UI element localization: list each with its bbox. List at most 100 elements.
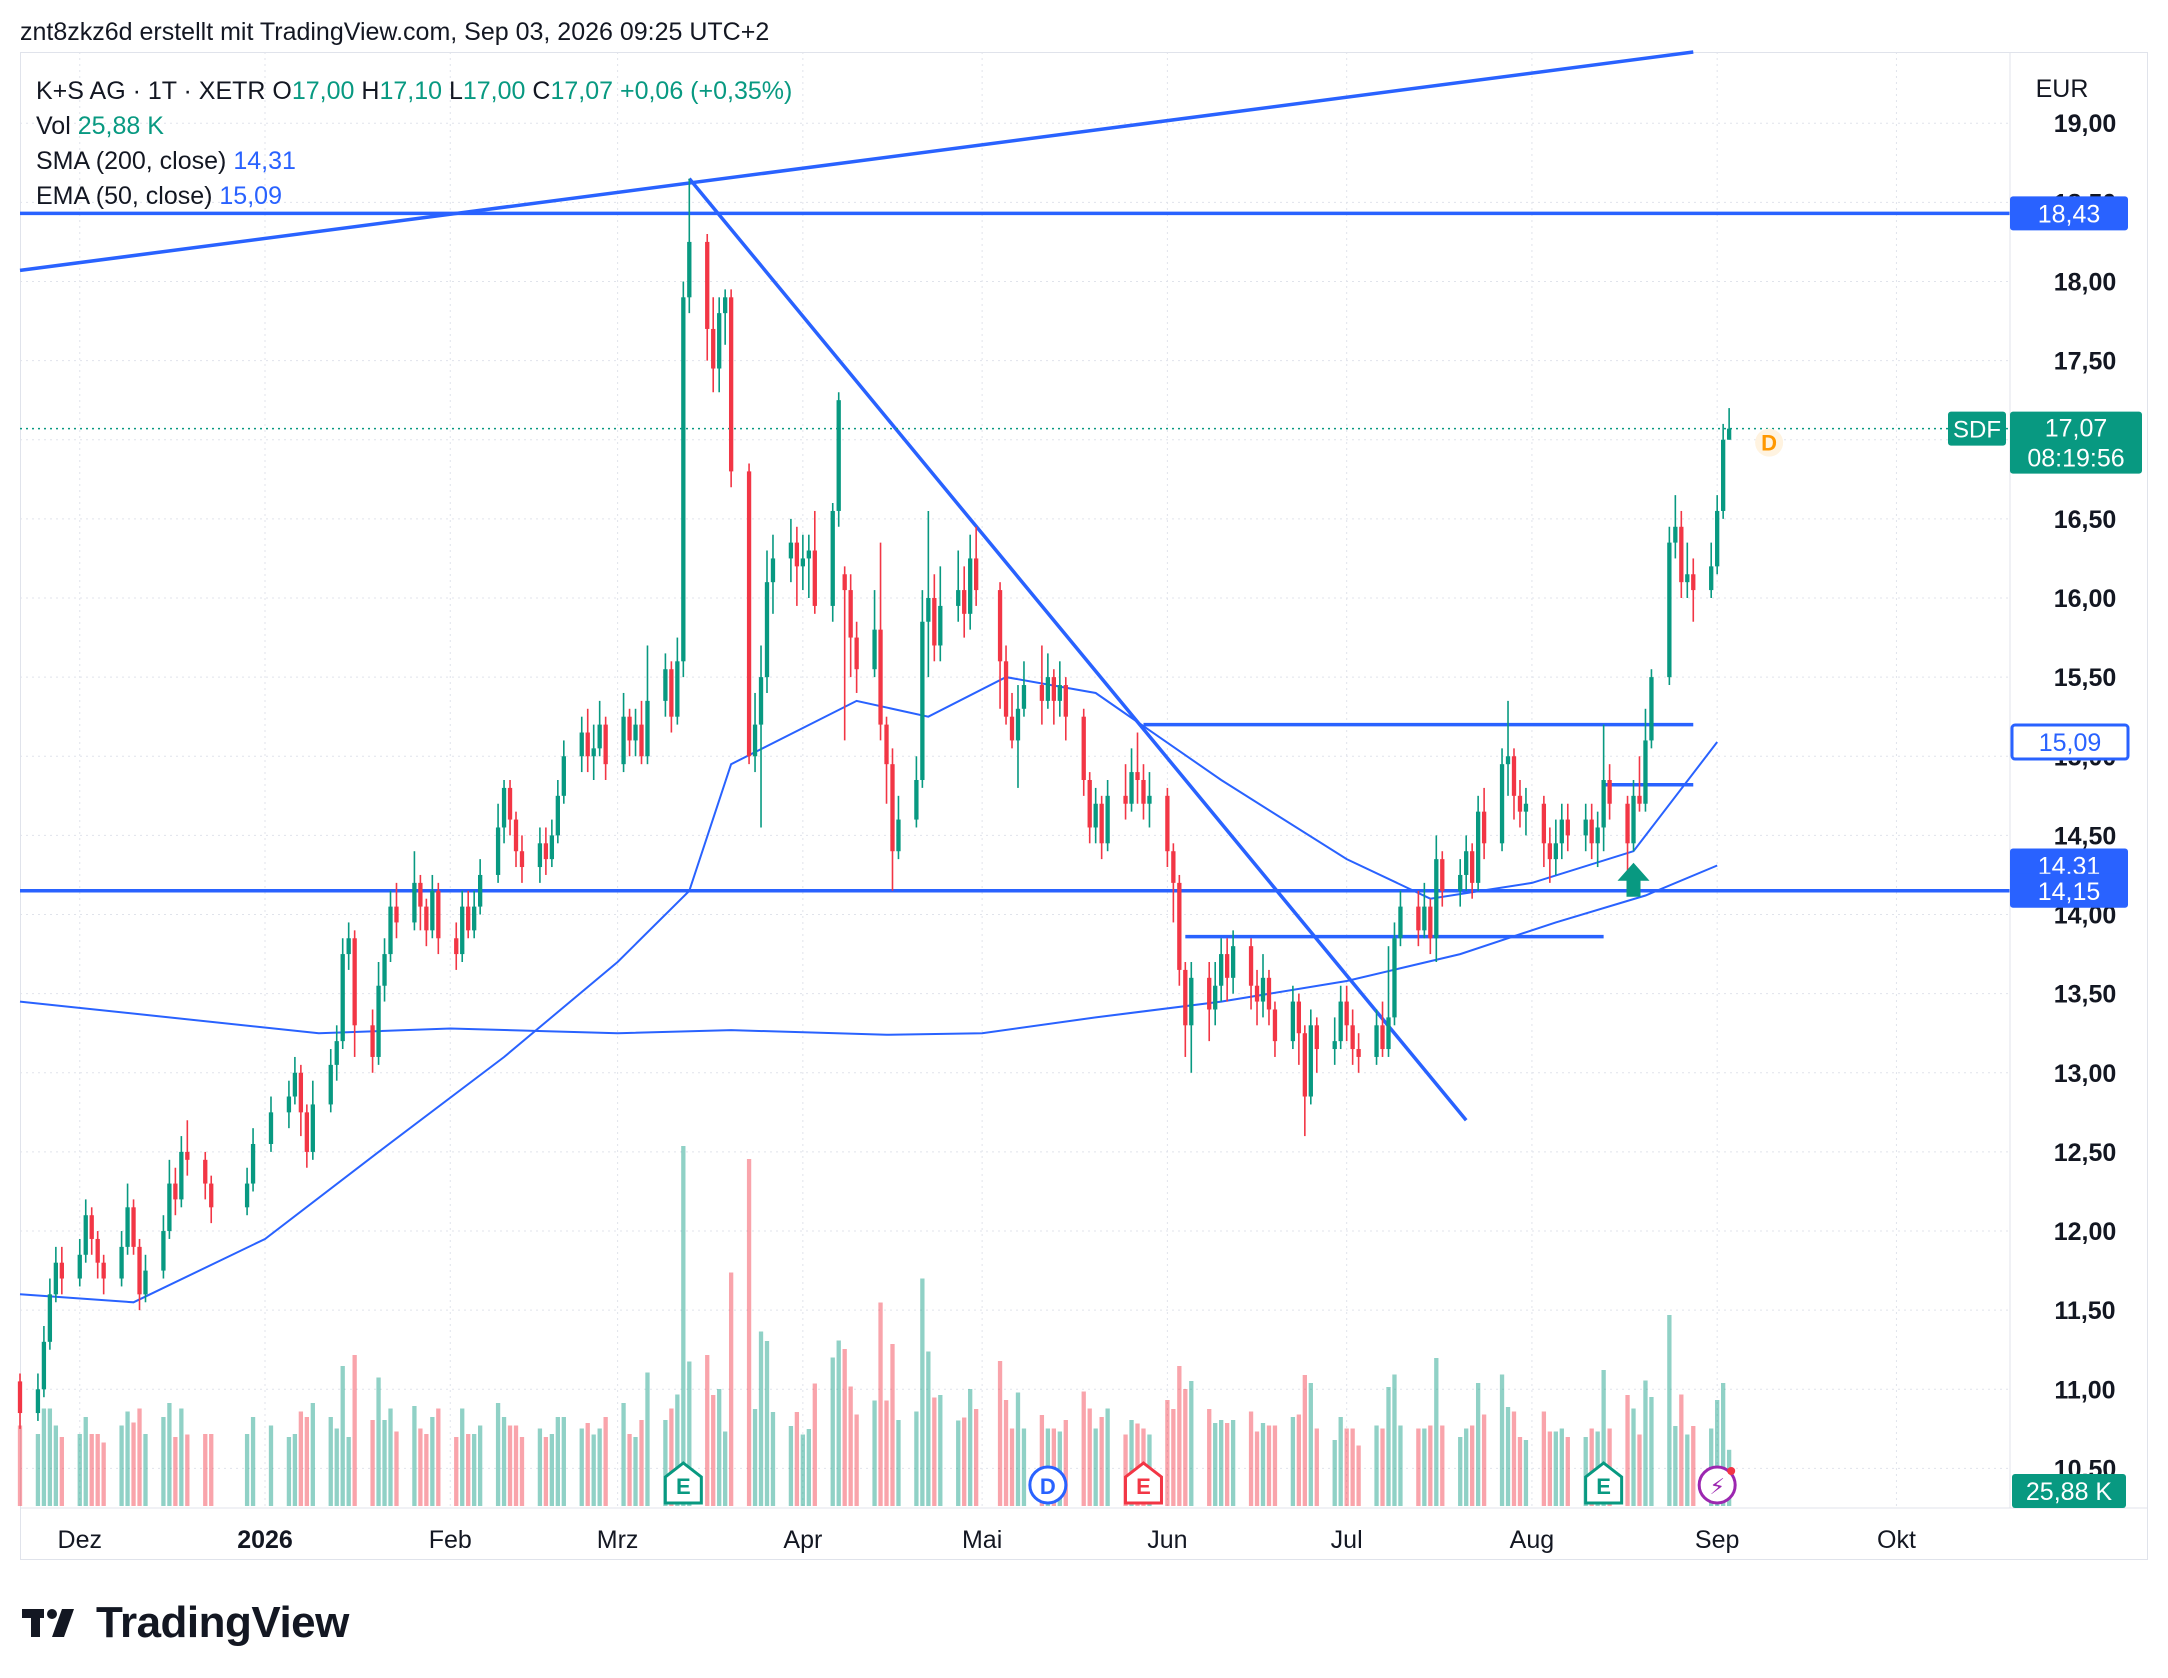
candle-body — [143, 1270, 148, 1295]
price-label: 15,09 — [2010, 723, 2130, 761]
candle-body — [1272, 1009, 1278, 1042]
candle — [1470, 843, 1475, 899]
candle-body — [705, 241, 710, 329]
volume-bar — [131, 1422, 136, 1506]
volume-bar — [1667, 1315, 1672, 1506]
candle — [418, 874, 423, 931]
candle — [1129, 748, 1134, 812]
chart-legend: K+S AG · 1T · XETR O17,00 H17,10 L17,00 … — [36, 74, 792, 214]
candle — [1374, 1009, 1379, 1065]
candle — [310, 1080, 315, 1160]
volume-bar — [1099, 1417, 1104, 1506]
candle-body — [956, 590, 961, 606]
y-tick-label: 18,00 — [2054, 268, 2117, 296]
candle — [1428, 898, 1433, 955]
candle — [746, 463, 752, 765]
candle — [466, 890, 471, 939]
candle-body — [167, 1183, 172, 1232]
event-marker-earnings-green: E — [663, 1461, 703, 1505]
volume-bar — [1248, 1411, 1254, 1506]
candle — [800, 534, 806, 591]
candle-body — [830, 510, 835, 606]
volume-bar — [645, 1372, 650, 1506]
candle — [633, 708, 638, 757]
candle-body — [1213, 985, 1218, 1010]
candle-body — [914, 780, 919, 820]
event-marker-circle — [1028, 1465, 1068, 1505]
candle-body — [1374, 1025, 1379, 1057]
volume-bar — [932, 1397, 937, 1506]
volume-bar — [1314, 1428, 1319, 1506]
candle — [346, 922, 351, 970]
candle-body — [101, 1262, 106, 1279]
candle-body — [1254, 985, 1260, 1002]
candle — [1165, 787, 1170, 868]
volume-bar — [1021, 1428, 1027, 1506]
event-marker-dot — [1727, 1467, 1736, 1475]
volume-bar — [304, 1417, 309, 1506]
volume-bar — [1213, 1423, 1218, 1506]
candle — [854, 621, 859, 693]
candle — [938, 566, 943, 662]
candle-body — [1207, 977, 1212, 1010]
candle-body — [1015, 708, 1021, 741]
volume-bar — [920, 1278, 925, 1506]
candle-body — [1332, 1041, 1337, 1050]
volume-bar — [436, 1408, 441, 1506]
candle-body — [35, 1389, 41, 1414]
candle-body — [1386, 1017, 1391, 1050]
candle — [1248, 938, 1254, 1010]
legend-volume-label: Vol — [36, 112, 71, 140]
candle-body — [1224, 954, 1230, 978]
candle — [1290, 985, 1296, 1050]
volume-bar — [681, 1146, 686, 1506]
candle-body — [328, 1064, 333, 1105]
volume-bar — [997, 1361, 1003, 1506]
candle — [1637, 756, 1642, 812]
event-marker-earnings-red: E — [1123, 1461, 1163, 1505]
candle — [1338, 985, 1343, 1050]
volume-bar — [926, 1351, 931, 1506]
candle-body — [95, 1238, 100, 1263]
candle — [1541, 795, 1547, 868]
candle — [597, 700, 602, 757]
volume-bar — [1171, 1409, 1176, 1506]
volume-bar — [1338, 1417, 1343, 1506]
candle-body — [1350, 1025, 1355, 1050]
candle-body — [687, 241, 692, 298]
candle-body — [633, 724, 638, 741]
event-marker-shape — [663, 1461, 703, 1505]
candle-body — [723, 297, 728, 314]
candle — [35, 1373, 41, 1421]
candle-body — [1308, 1025, 1313, 1097]
volume-bar — [382, 1420, 387, 1506]
x-tick-label: Feb — [429, 1526, 472, 1554]
candle — [872, 590, 877, 678]
candle-body — [292, 1072, 298, 1097]
candle — [1565, 803, 1570, 852]
candle — [1039, 645, 1045, 725]
candle-body — [555, 795, 560, 836]
candle-body — [669, 669, 674, 717]
candle — [472, 890, 477, 939]
drawing-lines — [19, 50, 2010, 1122]
volume-bar — [752, 1409, 758, 1506]
volume-bar — [555, 1417, 560, 1506]
volume-bar — [1392, 1374, 1397, 1506]
candle — [424, 898, 429, 947]
volume-bar — [35, 1434, 41, 1506]
candle-body — [1344, 1001, 1349, 1026]
volume-bar — [800, 1434, 806, 1506]
volume-bar — [454, 1437, 459, 1506]
volume-bar — [1183, 1389, 1188, 1506]
volume-bar — [561, 1417, 566, 1506]
y-tick-label: 16,00 — [2054, 585, 2117, 613]
ema-50-line — [19, 676, 1718, 1304]
volume-bar — [173, 1437, 178, 1506]
candle — [179, 1136, 184, 1208]
x-tick-label: Jun — [1147, 1526, 1187, 1554]
chart-frame[interactable] — [20, 52, 2148, 1560]
candle — [1643, 708, 1648, 812]
candle-body — [1547, 843, 1553, 860]
